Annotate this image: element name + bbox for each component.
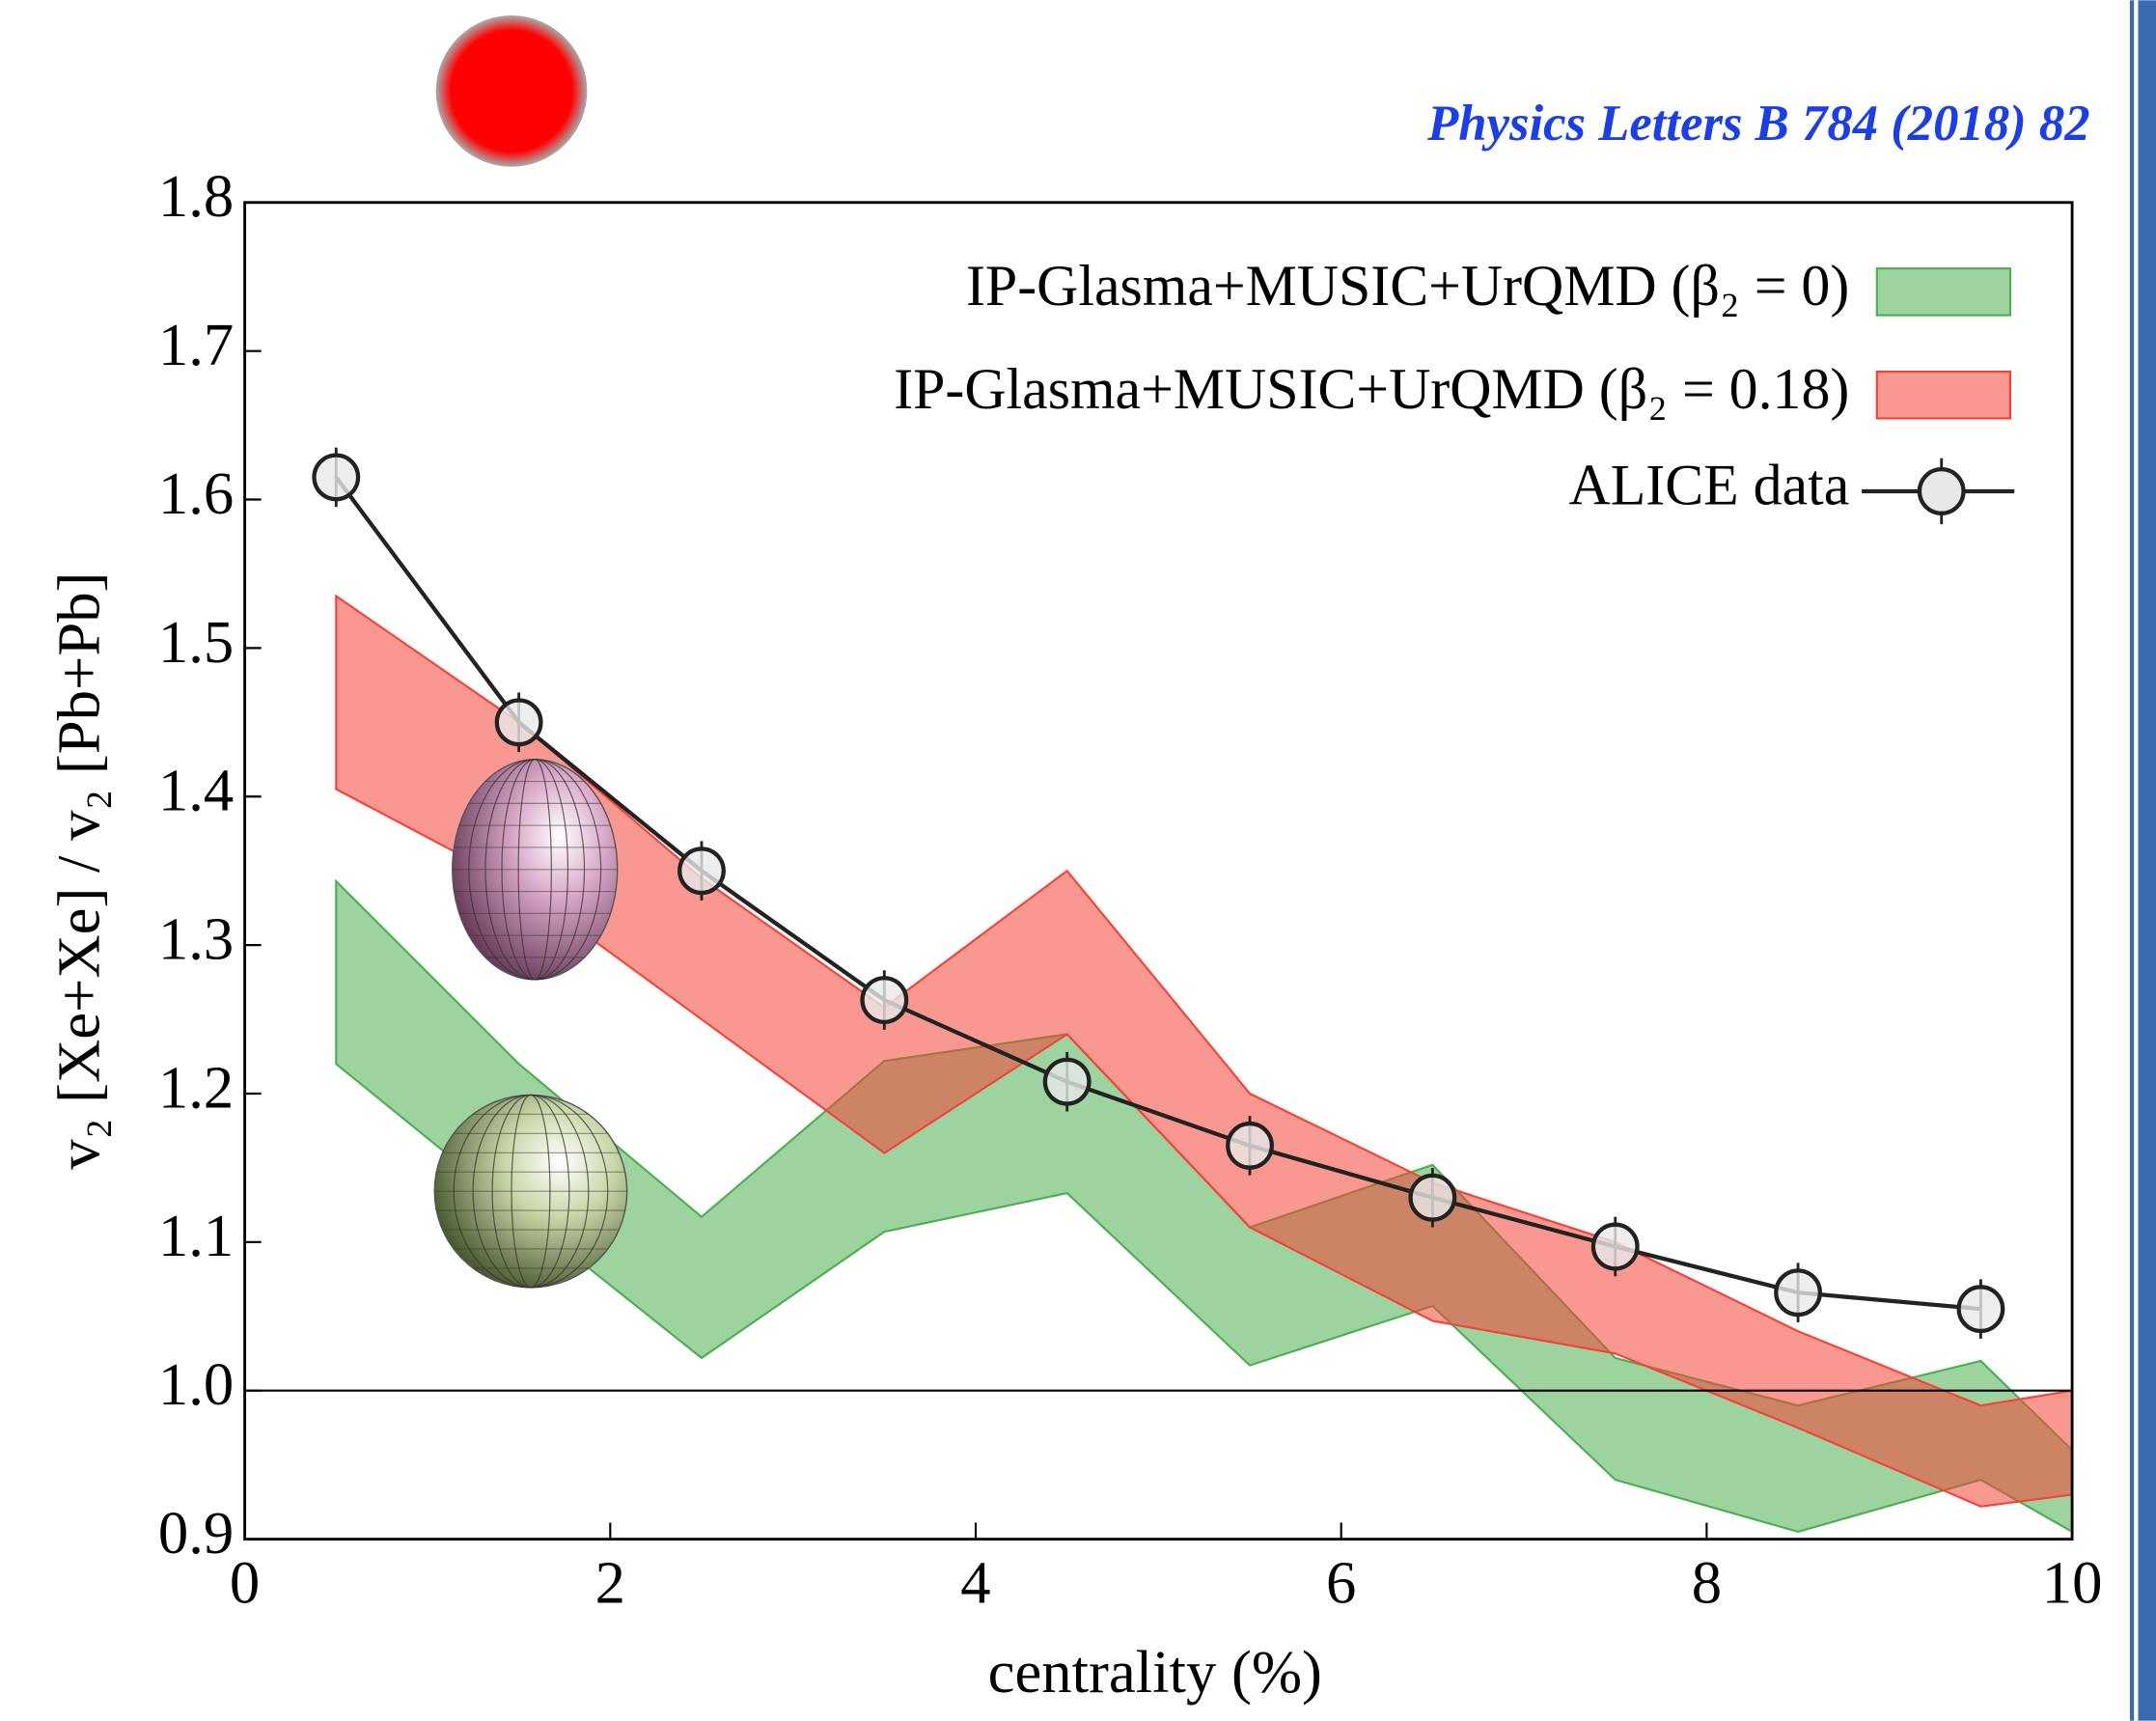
x-tick-label: 2 bbox=[595, 1548, 625, 1616]
nucleus-icon bbox=[435, 14, 588, 167]
legend-swatch bbox=[1875, 267, 2012, 317]
side-border bbox=[2129, 0, 2156, 1721]
prolate-nucleus-icon bbox=[452, 759, 619, 981]
sphere-meridian bbox=[468, 759, 602, 981]
legend-marker bbox=[1917, 467, 1966, 515]
x-tick-label: 0 bbox=[230, 1548, 260, 1616]
legend-label: IP-Glasma+MUSIC+UrQMD (β₂ = 0.18) bbox=[894, 357, 1849, 421]
y-tick-label: 1.7 bbox=[158, 311, 234, 378]
y-tick-label: 1.1 bbox=[158, 1202, 234, 1269]
y-tick-label: 1.4 bbox=[158, 757, 234, 824]
x-tick-label: 8 bbox=[1692, 1548, 1722, 1616]
data-point bbox=[1956, 1285, 2005, 1334]
y-tick-label: 0.9 bbox=[158, 1499, 234, 1567]
x-axis-label: centrality (%) bbox=[988, 1638, 1322, 1706]
x-tick-label: 10 bbox=[2042, 1548, 2103, 1616]
data-point bbox=[312, 453, 361, 502]
data-point bbox=[494, 698, 543, 747]
sphere-meridian bbox=[453, 1094, 609, 1289]
side-border-stripe bbox=[2134, 0, 2139, 1721]
legend-label: ALICE data bbox=[1569, 454, 1850, 517]
y-axis-label: v₂ [Xe+Xe] / v₂ [Pb+Pb] bbox=[45, 572, 113, 1170]
y-tick-label: 1.8 bbox=[158, 162, 234, 230]
y-tick-label: 1.2 bbox=[158, 1053, 234, 1121]
data-point bbox=[677, 847, 726, 896]
x-tick-label: 6 bbox=[1326, 1548, 1356, 1616]
y-tick-label: 1.3 bbox=[158, 905, 234, 973]
legend-swatch bbox=[1875, 370, 2012, 420]
y-tick-label: 1.5 bbox=[158, 608, 234, 676]
legend-label: IP-Glasma+MUSIC+UrQMD (β₂ = 0) bbox=[966, 254, 1849, 318]
data-point bbox=[860, 976, 909, 1024]
data-point bbox=[1590, 1222, 1640, 1271]
y-tick-label: 1.6 bbox=[158, 459, 234, 527]
spherical-nucleus-icon bbox=[433, 1094, 628, 1289]
y-tick-label: 1.0 bbox=[158, 1350, 234, 1418]
citation: Physics Letters B 784 (2018) 82 bbox=[1426, 96, 2090, 152]
data-point bbox=[1408, 1173, 1457, 1222]
data-point bbox=[1774, 1268, 1823, 1318]
plot-frame bbox=[243, 201, 2074, 1541]
x-tick-label: 4 bbox=[960, 1548, 990, 1616]
data-point bbox=[1226, 1121, 1274, 1170]
data-line bbox=[334, 476, 1981, 1312]
data-point bbox=[1042, 1057, 1092, 1106]
